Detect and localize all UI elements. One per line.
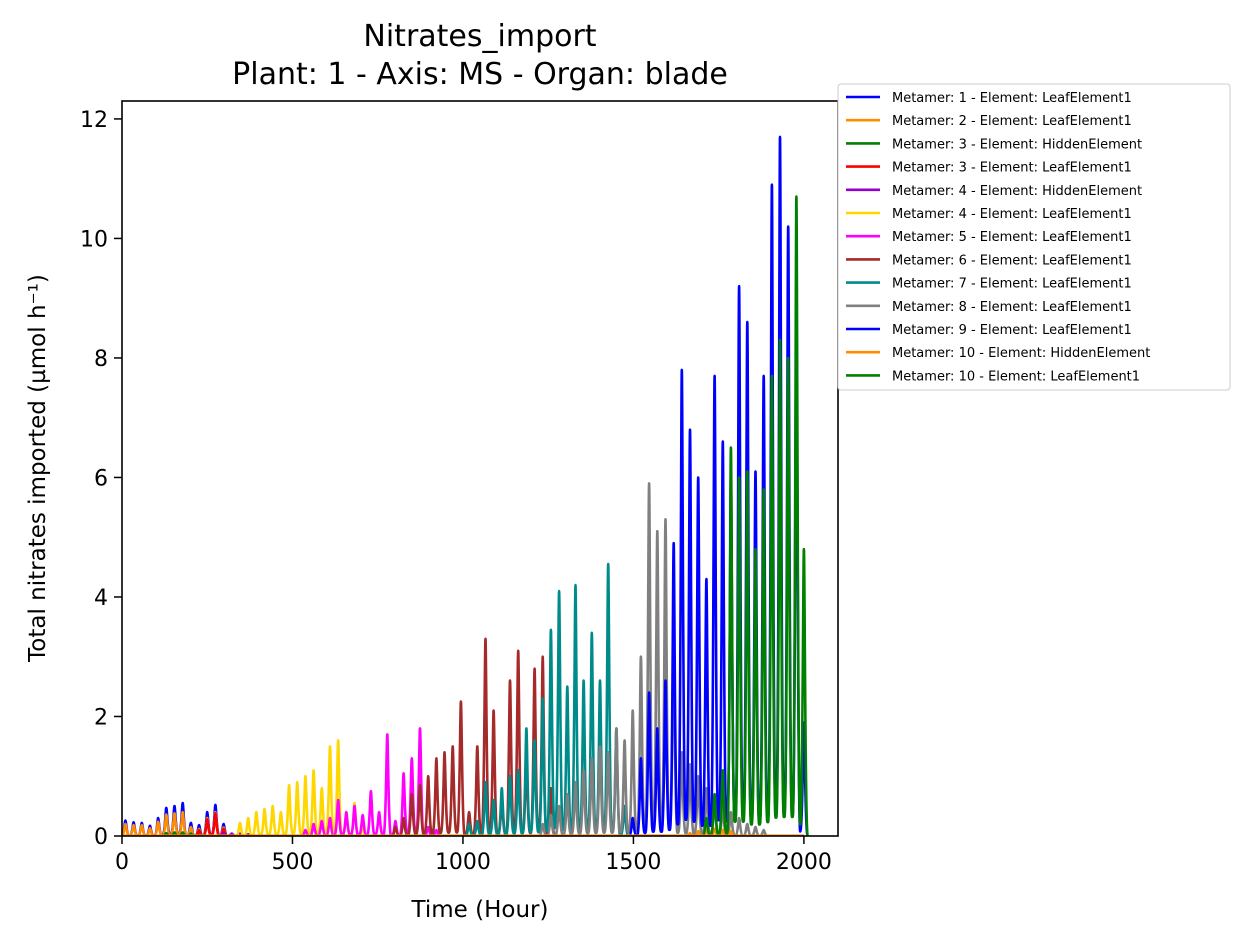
y-tick-label: 12 xyxy=(80,108,108,133)
legend-label: Metamer: 1 - Element: LeafElement1 xyxy=(892,91,1132,106)
x-axis: 0 500 1000 1500 2000 xyxy=(115,836,832,875)
x-tick-label: 1000 xyxy=(435,850,491,875)
legend: Metamer: 1 - Element: LeafElement1 Metame… xyxy=(837,83,1231,391)
series-line-9 xyxy=(464,562,630,836)
x-axis-label: Time (Hour) xyxy=(411,897,549,923)
legend-label: Metamer: 3 - Element: HiddenElement xyxy=(892,137,1142,152)
legend-label: Metamer: 6 - Element: LeafElement1 xyxy=(892,253,1132,268)
legend-label: Metamer: 4 - Element: HiddenElement xyxy=(892,184,1142,199)
series-layer xyxy=(122,135,809,836)
series-line-4 xyxy=(194,812,236,836)
x-tick-label: 0 xyxy=(115,850,129,875)
series-line-13 xyxy=(701,195,809,836)
y-tick-label: 8 xyxy=(94,347,108,372)
y-tick-label: 2 xyxy=(94,705,108,730)
plot-frame xyxy=(121,100,839,837)
chart-title: Nitrates_import xyxy=(363,19,596,54)
legend-label: Metamer: 5 - Element: LeafElement1 xyxy=(892,230,1132,245)
y-tick-label: 10 xyxy=(80,227,108,252)
legend-label: Metamer: 2 - Element: LeafElement1 xyxy=(892,114,1132,129)
legend-label: Metamer: 10 - Element: LeafElement1 xyxy=(892,369,1140,384)
x-tick-label: 2000 xyxy=(776,850,832,875)
legend-label: Metamer: 7 - Element: LeafElement1 xyxy=(892,277,1132,292)
x-tick-label: 1500 xyxy=(605,850,661,875)
y-axis-label: Total nitrates imported (µmol h⁻¹) xyxy=(25,274,51,663)
series-line-8 xyxy=(391,637,556,836)
y-tick-label: 4 xyxy=(94,586,108,611)
x-tick-label: 500 xyxy=(271,850,313,875)
y-axis: 0 2 4 6 8 10 12 xyxy=(80,108,122,850)
chart-subtitle: Plant: 1 - Axis: MS - Organ: blade xyxy=(232,57,728,92)
legend-label: Metamer: 9 - Element: LeafElement1 xyxy=(892,323,1132,338)
legend-box xyxy=(837,83,1231,391)
legend-label: Metamer: 3 - Element: LeafElement1 xyxy=(892,161,1132,176)
y-tick-label: 6 xyxy=(94,466,108,491)
y-tick-label: 0 xyxy=(94,825,108,850)
legend-label: Metamer: 10 - Element: HiddenElement xyxy=(892,346,1150,361)
legend-label: Metamer: 8 - Element: LeafElement1 xyxy=(892,300,1132,315)
legend-label: Metamer: 4 - Element: LeafElement1 xyxy=(892,207,1132,222)
